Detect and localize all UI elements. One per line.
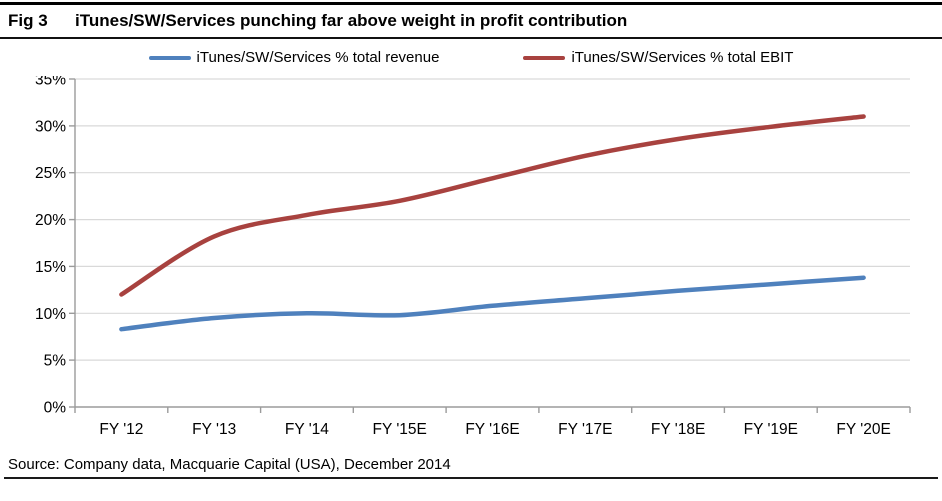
x-axis-label: FY '14 bbox=[285, 421, 329, 438]
y-axis-label: 5% bbox=[44, 353, 67, 370]
axes bbox=[74, 79, 910, 408]
legend-label-revenue: iTunes/SW/Services % total revenue bbox=[196, 49, 440, 66]
legend-line-swatch-revenue bbox=[148, 55, 191, 60]
line-chart: 0% 5% 10% 15% 20% 25% 30% 35% FY '12 FY '13 FY '14… bbox=[35, 76, 911, 438]
figure-title: iTunes/SW/Services punching far above we… bbox=[75, 11, 628, 30]
figure-label: Fig 3 bbox=[8, 11, 48, 30]
x-axis-label: FY '16E bbox=[465, 421, 519, 438]
series-line-revenue bbox=[119, 275, 866, 332]
source-note: Source: Company data, Macquarie Capital … bbox=[8, 456, 451, 473]
bottom-border-rule bbox=[4, 477, 938, 479]
series-line-ebit bbox=[119, 114, 866, 297]
x-axis-ticks: FY '12 FY '13 FY '14 FY '15E FY '16E FY '17E F… bbox=[74, 407, 911, 438]
y-axis-label: 15% bbox=[35, 259, 66, 276]
y-axis-label: 0% bbox=[44, 400, 67, 417]
x-axis-label: FY '17E bbox=[558, 421, 612, 438]
legend-item-ebit: iTunes/SW/Services % total EBIT bbox=[523, 49, 793, 66]
legend-item-revenue: iTunes/SW/Services % total revenue bbox=[148, 49, 440, 66]
figure-header: Fig 3 iTunes/SW/Services punching far ab… bbox=[0, 5, 942, 37]
y-axis-label: 35% bbox=[35, 76, 66, 89]
chart-legend: iTunes/SW/Services % total revenue iTune… bbox=[0, 39, 942, 76]
y-axis-label: 20% bbox=[35, 212, 66, 229]
x-axis-label: FY '12 bbox=[99, 421, 143, 438]
title-divider bbox=[0, 37, 942, 39]
x-axis-label: FY '15E bbox=[373, 421, 427, 438]
x-axis-label: FY '13 bbox=[192, 421, 236, 438]
x-axis-label: FY '20E bbox=[836, 421, 890, 438]
y-axis-label: 25% bbox=[35, 165, 66, 182]
legend-line-swatch-ebit bbox=[523, 55, 566, 60]
y-axis-label: 30% bbox=[35, 118, 66, 135]
top-border-rule bbox=[0, 2, 942, 5]
legend-label-ebit: iTunes/SW/Services % total EBIT bbox=[571, 49, 794, 66]
y-gridlines bbox=[75, 78, 910, 361]
y-axis-label: 10% bbox=[35, 306, 66, 323]
y-axis-ticks: 0% 5% 10% 15% 20% 25% 30% 35% bbox=[35, 76, 75, 417]
x-axis-label: FY '19E bbox=[744, 421, 798, 438]
x-axis-label: FY '18E bbox=[651, 421, 705, 438]
